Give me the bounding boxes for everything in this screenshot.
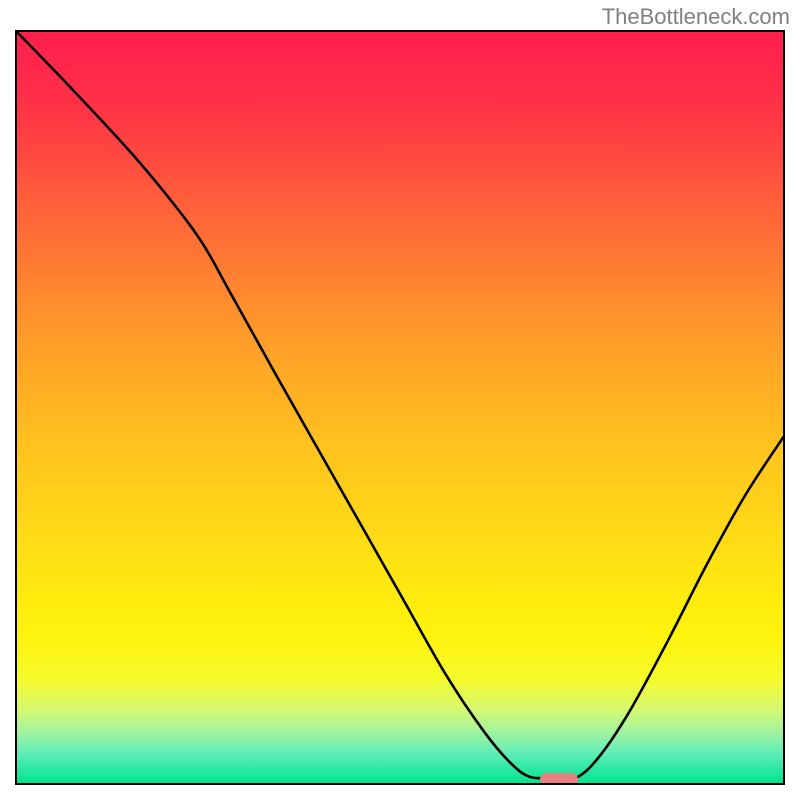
plot-area	[15, 30, 785, 785]
gradient-rect	[17, 32, 783, 783]
plot-svg	[17, 32, 783, 783]
watermark-text: TheBottleneck.com	[602, 4, 790, 30]
chart-frame: TheBottleneck.com	[0, 0, 800, 800]
optimal-marker	[540, 773, 579, 785]
